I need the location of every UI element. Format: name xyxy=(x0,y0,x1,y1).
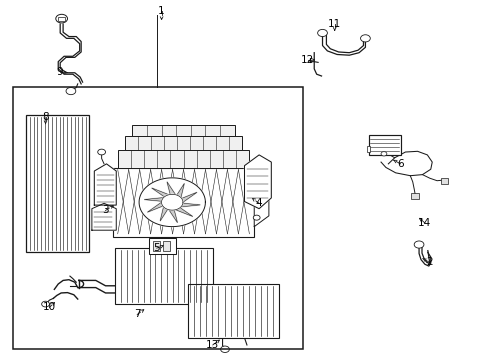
Bar xyxy=(366,145,369,152)
Bar xyxy=(58,17,65,22)
Polygon shape xyxy=(177,184,184,198)
Bar xyxy=(125,136,242,150)
Polygon shape xyxy=(92,203,116,230)
Bar xyxy=(13,87,303,348)
Text: 11: 11 xyxy=(327,19,341,29)
Circle shape xyxy=(41,301,49,307)
Polygon shape xyxy=(151,188,168,197)
Bar xyxy=(440,178,447,184)
Text: 1: 1 xyxy=(158,6,164,17)
Bar xyxy=(163,241,170,251)
Bar xyxy=(132,125,234,136)
Text: 9: 9 xyxy=(57,67,63,77)
Text: 12: 12 xyxy=(301,55,314,65)
Polygon shape xyxy=(139,178,205,226)
Polygon shape xyxy=(181,192,197,202)
Text: 6: 6 xyxy=(396,159,403,169)
Circle shape xyxy=(413,241,423,248)
Circle shape xyxy=(220,346,229,352)
Polygon shape xyxy=(161,194,183,210)
Text: 14: 14 xyxy=(417,218,430,228)
Bar xyxy=(153,241,160,251)
Circle shape xyxy=(66,87,76,95)
Polygon shape xyxy=(168,210,177,222)
Bar xyxy=(188,284,278,338)
Text: 10: 10 xyxy=(43,302,56,312)
Bar xyxy=(368,135,400,155)
Polygon shape xyxy=(160,207,167,221)
Circle shape xyxy=(360,35,369,42)
Polygon shape xyxy=(147,202,163,212)
Bar xyxy=(118,150,249,168)
Circle shape xyxy=(380,152,386,156)
Circle shape xyxy=(317,30,327,37)
Text: 7: 7 xyxy=(134,310,140,319)
Bar xyxy=(149,238,176,253)
Bar xyxy=(115,248,212,304)
Text: 4: 4 xyxy=(255,198,262,208)
Polygon shape xyxy=(181,203,200,207)
Polygon shape xyxy=(167,182,175,195)
Text: 8: 8 xyxy=(42,112,49,122)
Polygon shape xyxy=(94,164,116,205)
Polygon shape xyxy=(244,155,271,209)
Polygon shape xyxy=(254,181,268,226)
Circle shape xyxy=(56,14,67,23)
Bar xyxy=(410,193,418,199)
Text: 5: 5 xyxy=(153,243,160,253)
Text: 3: 3 xyxy=(102,206,109,216)
Bar xyxy=(26,116,89,252)
Circle shape xyxy=(98,149,105,155)
Circle shape xyxy=(253,215,260,220)
Polygon shape xyxy=(175,208,192,216)
Bar xyxy=(113,168,254,237)
Polygon shape xyxy=(144,198,163,201)
Text: 2: 2 xyxy=(426,257,432,267)
Text: 13: 13 xyxy=(206,340,219,350)
